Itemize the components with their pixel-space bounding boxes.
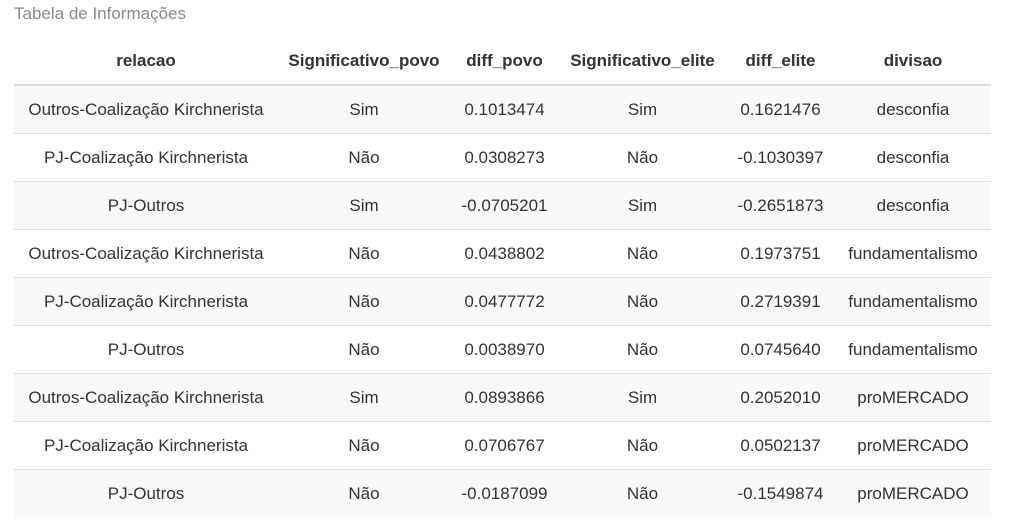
cell-diff-elite: 0.1973751 bbox=[726, 229, 835, 278]
column-header-relacao[interactable]: relacao bbox=[14, 37, 278, 86]
table-caption: Tabela de Informações bbox=[14, 4, 186, 23]
cell-significativo-elite: Não bbox=[559, 325, 726, 374]
cell-relacao: PJ-Coalização Kirchnerista bbox=[14, 277, 278, 326]
table-row: PJ-Coalização Kirchnerista Não 0.0477772… bbox=[14, 277, 991, 326]
cell-diff-povo: 0.0706767 bbox=[450, 421, 559, 470]
table-row: PJ-Coalização Kirchnerista Não 0.0706767… bbox=[14, 421, 991, 470]
table-row: Outros-Coalização Kirchnerista Sim 0.089… bbox=[14, 373, 991, 422]
cell-significativo-elite: Não bbox=[559, 133, 726, 182]
table-row: PJ-Outros Não 0.0038970 Não 0.0745640 fu… bbox=[14, 325, 991, 374]
cell-divisao: fundamentalismo bbox=[835, 229, 991, 278]
cell-relacao: PJ-Outros bbox=[14, 325, 278, 374]
column-header-significativo-elite[interactable]: Significativo_elite bbox=[559, 37, 726, 86]
cell-divisao: proMERCADO bbox=[835, 373, 991, 422]
cell-significativo-povo: Não bbox=[278, 277, 450, 326]
cell-diff-povo: 0.0893866 bbox=[450, 373, 559, 422]
cell-divisao: desconfia bbox=[835, 85, 991, 134]
cell-diff-elite: 0.0502137 bbox=[726, 421, 835, 470]
table-header: relacao Significativo_povo diff_povo Sig… bbox=[14, 37, 991, 86]
cell-diff-elite: -0.1549874 bbox=[726, 469, 835, 517]
cell-diff-povo: 0.0308273 bbox=[450, 133, 559, 182]
cell-diff-elite: -0.2651873 bbox=[726, 181, 835, 230]
cell-significativo-povo: Sim bbox=[278, 85, 450, 134]
cell-significativo-elite: Sim bbox=[559, 373, 726, 422]
cell-diff-elite: 0.2052010 bbox=[726, 373, 835, 422]
cell-significativo-povo: Não bbox=[278, 325, 450, 374]
cell-divisao: fundamentalismo bbox=[835, 325, 991, 374]
info-table: relacao Significativo_povo diff_povo Sig… bbox=[14, 37, 991, 517]
cell-relacao: PJ-Coalização Kirchnerista bbox=[14, 421, 278, 470]
column-header-diff-povo[interactable]: diff_povo bbox=[450, 37, 559, 86]
cell-significativo-povo: Não bbox=[278, 421, 450, 470]
cell-significativo-elite: Não bbox=[559, 229, 726, 278]
cell-significativo-povo: Sim bbox=[278, 181, 450, 230]
table-row: PJ-Coalização Kirchnerista Não 0.0308273… bbox=[14, 133, 991, 182]
cell-diff-povo: -0.0187099 bbox=[450, 469, 559, 517]
cell-divisao: desconfia bbox=[835, 181, 991, 230]
table-row: PJ-Outros Sim -0.0705201 Sim -0.2651873 … bbox=[14, 181, 991, 230]
cell-diff-povo: -0.0705201 bbox=[450, 181, 559, 230]
cell-divisao: fundamentalismo bbox=[835, 277, 991, 326]
cell-divisao: proMERCADO bbox=[835, 421, 991, 470]
table-body: Outros-Coalização Kirchnerista Sim 0.101… bbox=[14, 85, 991, 517]
cell-diff-elite: 0.1621476 bbox=[726, 85, 835, 134]
cell-diff-povo: 0.0038970 bbox=[450, 325, 559, 374]
cell-significativo-povo: Sim bbox=[278, 373, 450, 422]
cell-relacao: PJ-Outros bbox=[14, 469, 278, 517]
cell-relacao: Outros-Coalização Kirchnerista bbox=[14, 229, 278, 278]
cell-significativo-povo: Não bbox=[278, 469, 450, 517]
cell-diff-elite: -0.1030397 bbox=[726, 133, 835, 182]
table-row: Outros-Coalização Kirchnerista Sim 0.101… bbox=[14, 85, 991, 134]
cell-significativo-povo: Não bbox=[278, 229, 450, 278]
cell-significativo-elite: Não bbox=[559, 277, 726, 326]
table-row: Outros-Coalização Kirchnerista Não 0.043… bbox=[14, 229, 991, 278]
cell-relacao: PJ-Coalização Kirchnerista bbox=[14, 133, 278, 182]
column-header-diff-elite[interactable]: diff_elite bbox=[726, 37, 835, 86]
cell-significativo-elite: Sim bbox=[559, 181, 726, 230]
cell-diff-povo: 0.0477772 bbox=[450, 277, 559, 326]
cell-relacao: PJ-Outros bbox=[14, 181, 278, 230]
cell-diff-povo: 0.0438802 bbox=[450, 229, 559, 278]
cell-diff-elite: 0.2719391 bbox=[726, 277, 835, 326]
cell-significativo-elite: Sim bbox=[559, 85, 726, 134]
header-row: relacao Significativo_povo diff_povo Sig… bbox=[14, 37, 991, 86]
cell-relacao: Outros-Coalização Kirchnerista bbox=[14, 373, 278, 422]
cell-divisao: proMERCADO bbox=[835, 469, 991, 517]
cell-diff-povo: 0.1013474 bbox=[450, 85, 559, 134]
cell-significativo-povo: Não bbox=[278, 133, 450, 182]
cell-relacao: Outros-Coalização Kirchnerista bbox=[14, 85, 278, 134]
cell-significativo-elite: Não bbox=[559, 421, 726, 470]
column-header-significativo-povo[interactable]: Significativo_povo bbox=[278, 37, 450, 86]
cell-divisao: desconfia bbox=[835, 133, 991, 182]
cell-significativo-elite: Não bbox=[559, 469, 726, 517]
table-row: PJ-Outros Não -0.0187099 Não -0.1549874 … bbox=[14, 469, 991, 517]
cell-diff-elite: 0.0745640 bbox=[726, 325, 835, 374]
column-header-divisao[interactable]: divisao bbox=[835, 37, 991, 86]
